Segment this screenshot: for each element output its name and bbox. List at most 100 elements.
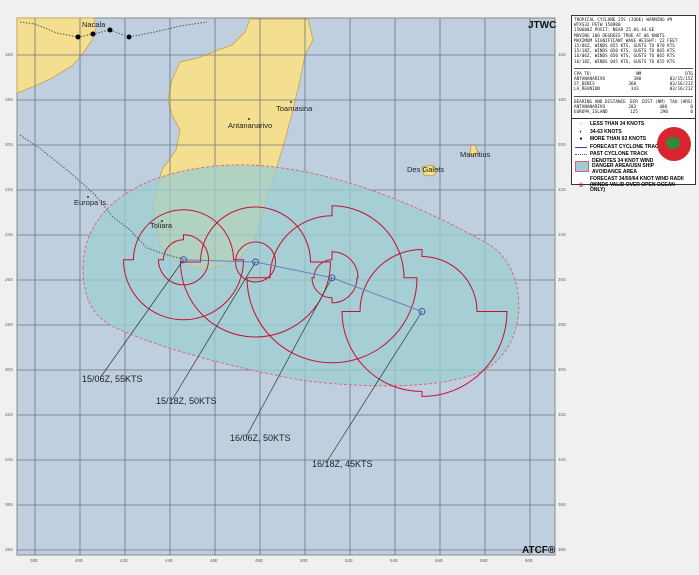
legend-label: MORE THAN 63 KNOTS <box>590 136 647 142</box>
warning-title: TROPICAL CYCLONE 25S (JUDE) WARNING #9 <box>574 18 673 23</box>
lat-tick-label: 26S <box>5 277 14 282</box>
lat-tick-label: 18S <box>5 97 14 102</box>
lat-tick-label: 22S <box>5 187 14 192</box>
forecast-label: 16/06Z, 50KTS <box>230 433 291 443</box>
forecast-track-line-icon <box>575 146 587 148</box>
forecast-label-leader <box>171 261 256 401</box>
lat-tick-label: 36S <box>558 502 567 507</box>
lon-tick-label: 48E <box>255 558 264 563</box>
lat-tick-label: 18S <box>558 97 567 102</box>
cpa-row: ST_DENIS 360 03/16/21Z <box>574 82 693 88</box>
past-position-strong <box>90 31 96 37</box>
legend-label: FORECAST 34/50/64 KNOT WIND RADII (WINDS… <box>590 176 684 193</box>
forecast-position-marker <box>252 258 259 266</box>
lon-tick-label: 58E <box>480 558 489 563</box>
past-track-north <box>19 21 208 38</box>
place-toamasina: Toamasina <box>276 104 313 113</box>
lon-tick-label: 42E <box>120 558 129 563</box>
cpa-row: LA_REUNION 343 03/16/21Z <box>574 87 693 93</box>
lat-tick-label: 34S <box>5 457 14 462</box>
lat-tick-label: 30S <box>5 367 14 372</box>
lat-tick-label: 24S <box>5 232 14 237</box>
lon-tick-label: 52E <box>345 558 354 563</box>
lat-tick-label: 32S <box>558 412 567 417</box>
warning-line: 16/06Z, WINDS 050 KTS, GUSTS TO 065 KTS <box>574 54 675 60</box>
jtwc-brand: JTWC <box>528 20 557 31</box>
lat-tick-label: 24S <box>558 232 567 237</box>
forecast-track-line <box>183 259 423 312</box>
place-mauritius: Mauritius <box>460 150 491 159</box>
wind-radius-outline <box>311 251 359 304</box>
forecast-position-marker <box>180 256 187 264</box>
lon-tick-label: 38E <box>30 558 39 563</box>
place-antananarivo: Antananarivo <box>228 121 273 130</box>
lat-tick-label: 38S <box>5 547 14 552</box>
wind-radius-outline <box>234 241 277 283</box>
bearing-header: BEARING AND DISTANCE DIR DIST (NM) TAU (HRS… <box>574 99 693 105</box>
past-position-strong <box>75 34 81 40</box>
wind-radius-outline <box>341 248 508 398</box>
bearing-row: ANTANANARIVO 203 400 0 <box>574 104 693 110</box>
lat-tick-label: 30S <box>558 367 567 372</box>
cpa-header: CPA TO: NM DTG <box>574 71 693 77</box>
wind-radii-icon: ◎ <box>578 181 584 188</box>
wind-radius-outline <box>246 205 418 364</box>
jtwc-logo <box>657 127 691 161</box>
past-track <box>19 134 184 260</box>
lon-tick-label: 46E <box>210 558 219 563</box>
lon-tick-label: 54E <box>390 558 399 563</box>
wind-radius-outline <box>122 209 245 321</box>
warning-line: MOVING 100 DEGREES TRUE AT 06 KNOTS <box>574 33 665 39</box>
lat-tick-label: 34S <box>558 457 567 462</box>
forecast-label-leader <box>99 259 184 379</box>
place-toliara: Toliara <box>150 221 173 230</box>
lon-tick-label: 56E <box>435 558 444 563</box>
forecast-label: 16/18Z, 45KTS <box>312 459 373 469</box>
lat-tick-label: 26S <box>558 277 567 282</box>
lat-tick-label: 38S <box>558 547 567 552</box>
bearing-row: EUROPA_ISLAND 125 290 0 <box>574 110 693 116</box>
legend-label: 34-63 KNOTS <box>590 128 622 135</box>
wind-radii <box>122 205 508 398</box>
past-position-strong <box>126 34 132 40</box>
warning-line: MAXIMUM SIGNIFICANT WAVE HEIGHT: 22 FEET <box>574 38 678 44</box>
lat-tick-label: 20S <box>5 142 14 147</box>
lat-tick-label: 20S <box>558 142 567 147</box>
warning-line: 150600Z POSIT: NEAR 25.0S 44.6E <box>574 28 655 34</box>
legend-label: DENOTES 34 KNOT WIND DANGER AREA/USN SHI… <box>592 157 654 175</box>
warning-line: 15/18Z, WINDS 050 KTS, GUSTS TO 065 KTS <box>574 49 675 55</box>
lat-tick-label: 32S <box>5 412 14 417</box>
lon-tick-label: 44E <box>165 558 174 563</box>
past-track-line-icon <box>575 154 587 156</box>
danger-area-swatch-icon <box>575 161 589 173</box>
lon-tick-label: 60E <box>525 558 534 563</box>
legend-label: FORECAST CYCLONE TRACK <box>590 143 663 150</box>
forecast-position-marker <box>418 308 426 315</box>
place-nacala: Nacala <box>82 20 106 29</box>
lon-tick-label: 40E <box>75 558 84 563</box>
past-track-points <box>75 27 132 40</box>
lat-tick-label: 36S <box>5 502 14 507</box>
warning-line: WTXS32 PGTW 150900 <box>574 23 621 29</box>
place-des-galets: Des Galets <box>407 165 445 174</box>
lat-tick-label: 28S <box>558 322 567 327</box>
cyclone-half-icon: ◐ <box>579 128 583 135</box>
cyclone-filled-icon: ● <box>579 136 583 142</box>
lat-tick-label: 16S <box>558 52 567 57</box>
reunion-island <box>421 164 439 177</box>
cyclone-hollow-icon: ◌ <box>579 121 583 127</box>
lat-tick-label: 28S <box>5 322 14 327</box>
lat-tick-label: 22S <box>558 187 567 192</box>
forecast-label-leader <box>245 277 333 438</box>
forecast-position-marker <box>328 274 336 282</box>
wind-radius-outline <box>179 206 332 338</box>
forecast-label-leader <box>325 311 423 464</box>
lat-tick-label: 16S <box>5 52 14 57</box>
warning-line: 15/06Z, WINDS 055 KTS, GUSTS TO 070 KTS <box>574 44 675 50</box>
cpa-row: ANTANANARIVO 380 03/15/15Z <box>574 77 693 83</box>
forecast-label: 15/06Z, 55KTS <box>82 374 143 384</box>
place-europa: Europa Is. <box>74 198 109 207</box>
warning-line: 16/18Z, WINDS 045 KTS, GUSTS TO 055 KTS <box>574 59 675 65</box>
place-dots <box>87 101 292 222</box>
